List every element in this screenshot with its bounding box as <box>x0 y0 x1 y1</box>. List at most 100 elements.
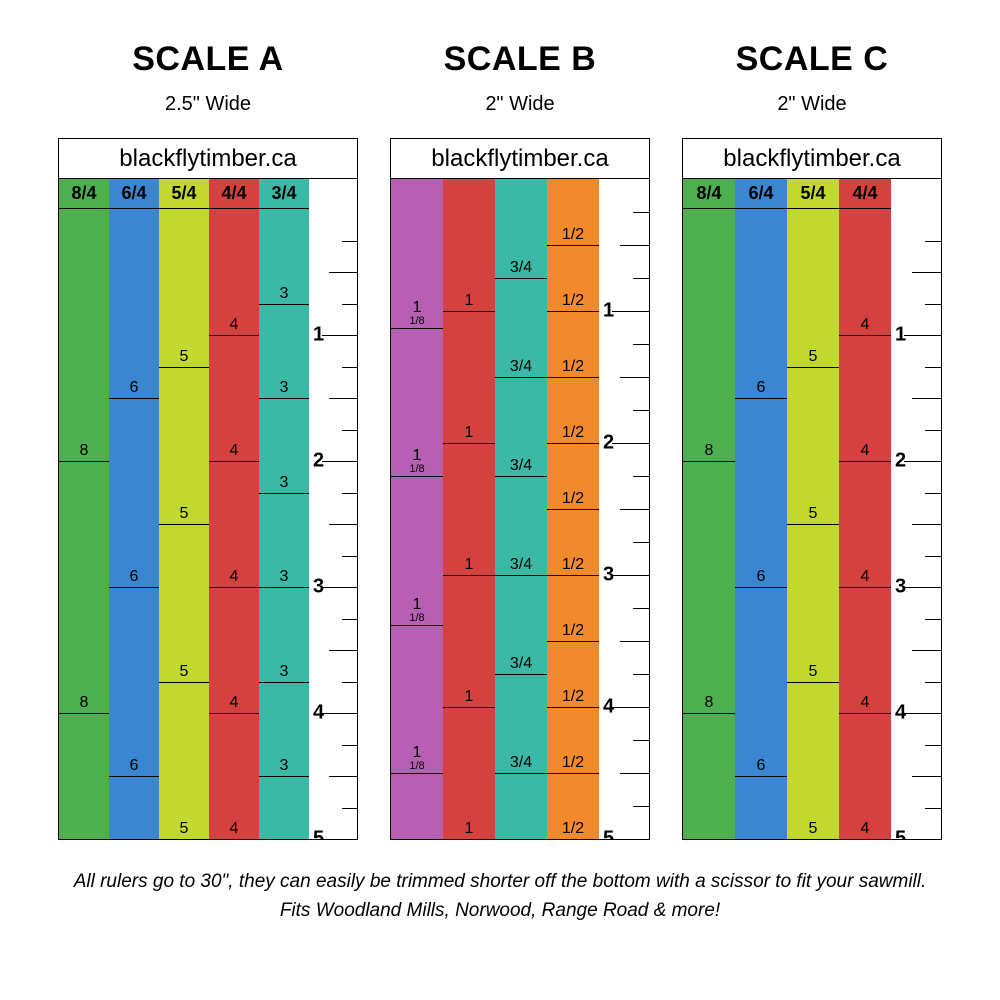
mark-label: 3 <box>280 757 289 777</box>
mark-label: 1/2 <box>562 292 584 312</box>
mark-label: 5 <box>809 505 818 525</box>
mark-label: 6 <box>757 568 766 588</box>
mark-label: 8 <box>705 442 714 462</box>
mark-label: 1/2 <box>562 490 584 510</box>
inch-tick-major <box>322 839 359 840</box>
inch-scale-column: 12345 <box>599 179 650 839</box>
column-mark: 6 <box>735 776 787 777</box>
ruler-url: blackflytimber.ca <box>391 139 649 179</box>
mark-label: 4 <box>230 568 239 588</box>
inch-tick-minor <box>620 377 650 378</box>
mark-label: 1/2 <box>562 556 584 576</box>
inch-tick-minor <box>329 524 358 525</box>
mark-label: 1/2 <box>562 754 584 774</box>
mark-sublabel: 1/8 <box>409 315 424 329</box>
inch-tick-minor <box>912 272 942 273</box>
inch-tick-major <box>612 443 650 444</box>
column-mark: 1/2 <box>547 839 599 840</box>
ruler-url: blackflytimber.ca <box>683 139 941 179</box>
mark-label: 1 <box>465 820 474 840</box>
inch-number: 2 <box>313 450 324 473</box>
column-header: 4/4 <box>209 179 259 209</box>
column-mark: 3 <box>259 304 309 305</box>
inch-tick-minor <box>342 682 359 683</box>
ruler-frame: blackflytimber.ca8/4886/46665/455554/444… <box>58 138 358 840</box>
column-mark: 1 <box>443 575 495 576</box>
mark-label: 1 <box>465 424 474 444</box>
inch-tick-minor <box>633 212 650 213</box>
inch-tick-minor <box>912 398 942 399</box>
column-mark: 11/8 <box>391 625 443 626</box>
inch-tick-minor <box>633 410 650 411</box>
inch-number: 1 <box>603 300 614 323</box>
mark-label: 3 <box>280 663 289 683</box>
column-mark: 5 <box>787 367 839 368</box>
column-mark: 1 <box>443 839 495 840</box>
column-mark: 1/2 <box>547 245 599 246</box>
inch-tick-minor <box>925 493 942 494</box>
footer-line-2: Fits Woodland Mills, Norwood, Range Road… <box>40 897 960 926</box>
mark-label: 4 <box>861 442 870 462</box>
column-mark: 4 <box>209 335 259 336</box>
mark-label: 4 <box>861 694 870 714</box>
column-mark: 6 <box>735 587 787 588</box>
mark-label: 6 <box>130 379 139 399</box>
mark-label: 8 <box>80 694 89 714</box>
inch-number: 3 <box>313 576 324 599</box>
column-mark: 1 <box>443 443 495 444</box>
ruler-column: 5/45555 <box>159 179 209 839</box>
ruler-column: 6/4666 <box>735 179 787 839</box>
column-mark: 1/2 <box>547 773 599 774</box>
mark-label: 8 <box>705 694 714 714</box>
inch-tick-minor <box>633 344 650 345</box>
scale-a: SCALE A2.5" Wideblackflytimber.ca8/4886/… <box>58 40 358 840</box>
column-header: 6/4 <box>109 179 159 209</box>
mark-label: 3/4 <box>510 754 532 774</box>
mark-label: 5 <box>180 348 189 368</box>
scale-width-label: 2" Wide <box>777 93 846 116</box>
inch-tick-minor <box>342 808 359 809</box>
column-mark: 3/4 <box>495 773 547 774</box>
mark-sublabel: 1/8 <box>409 612 424 626</box>
mark-label: 6 <box>130 757 139 777</box>
column-mark: 3 <box>259 776 309 777</box>
footer-note: All rulers go to 30", they can easily be… <box>40 868 960 925</box>
inch-tick-minor <box>329 776 358 777</box>
column-mark: 3/4 <box>495 575 547 576</box>
column-mark: 1 <box>443 707 495 708</box>
inch-tick-minor <box>633 476 650 477</box>
column-mark: 3 <box>259 587 309 588</box>
ruler-column: 1/21/21/21/21/21/21/21/21/21/2 <box>547 179 599 839</box>
ruler-column: 8/488 <box>59 179 109 839</box>
mark-label: 3 <box>280 379 289 399</box>
inch-number: 2 <box>603 432 614 455</box>
column-mark: 6 <box>109 776 159 777</box>
inch-tick-major <box>612 575 650 576</box>
inch-tick-minor <box>912 650 942 651</box>
mark-label: 1/2 <box>562 622 584 642</box>
ruler-frame: blackflytimber.ca11/811/811/811/8111113/… <box>390 138 650 840</box>
mark-label: 4 <box>861 568 870 588</box>
column-mark: 4 <box>839 587 891 588</box>
column-mark: 6 <box>109 587 159 588</box>
ruler-column: 4/444444 <box>209 179 259 839</box>
inch-tick-minor <box>925 430 942 431</box>
inch-tick-major <box>904 461 942 462</box>
column-mark: 1/2 <box>547 311 599 312</box>
inch-tick-minor <box>342 367 359 368</box>
inch-number: 1 <box>313 324 324 347</box>
inch-tick-major <box>322 461 359 462</box>
inch-tick-minor <box>925 556 942 557</box>
mark-label: 1/2 <box>562 424 584 444</box>
inch-tick-minor <box>620 245 650 246</box>
column-mark: 11/8 <box>391 773 443 774</box>
ruler-column: 3/4333333 <box>259 179 309 839</box>
column-mark: 5 <box>787 682 839 683</box>
column-header: 8/4 <box>683 179 735 209</box>
ruler-url: blackflytimber.ca <box>59 139 357 179</box>
inch-tick-major <box>612 839 650 840</box>
column-mark: 8 <box>683 461 735 462</box>
inch-tick-minor <box>925 745 942 746</box>
inch-tick-minor <box>633 542 650 543</box>
inch-tick-minor <box>620 641 650 642</box>
